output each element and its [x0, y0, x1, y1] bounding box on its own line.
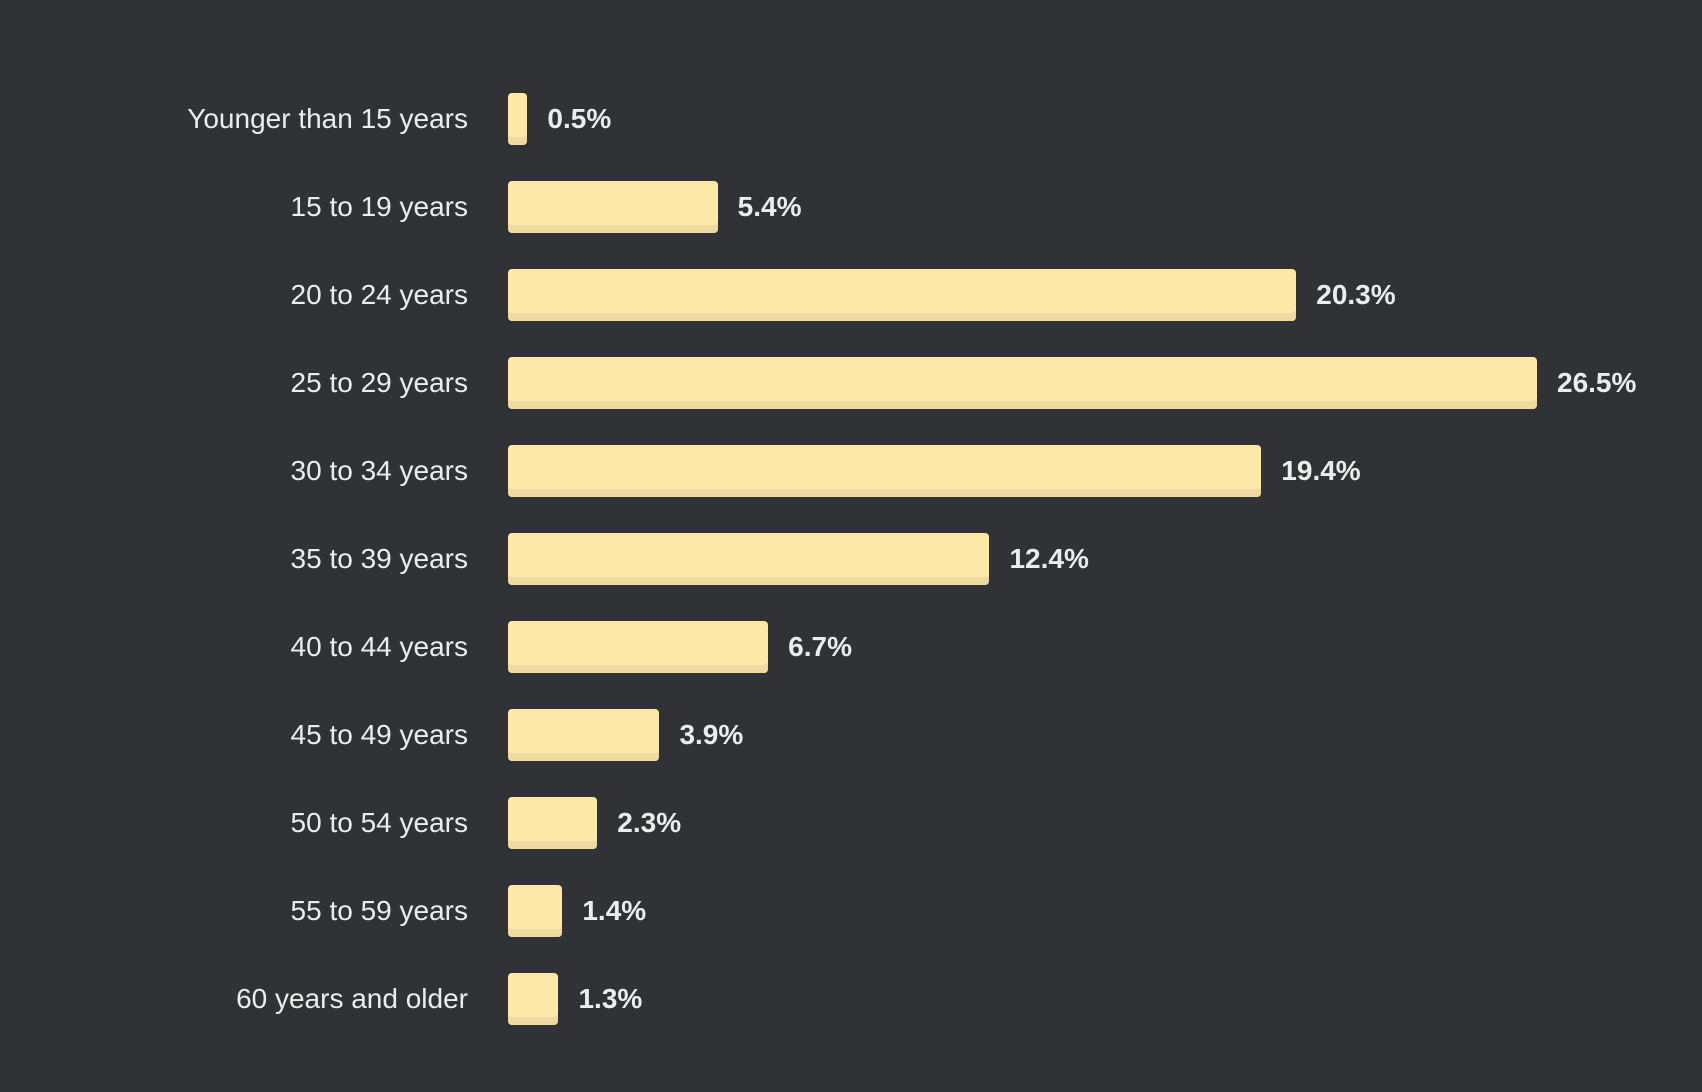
category-label: 40 to 44 years [290, 631, 468, 662]
bar [508, 621, 769, 673]
bar-row: 20 to 24 years 20.3% [0, 269, 1702, 321]
category-label: 60 years and older [236, 983, 468, 1014]
value-label: 12.4% [1009, 543, 1089, 574]
value-label: 20.3% [1316, 279, 1396, 310]
bar-row: 50 to 54 years 2.3% [0, 797, 1702, 849]
bar-row: 60 years and older 1.3% [0, 973, 1702, 1025]
bar-row: Younger than 15 years 0.5% [0, 93, 1702, 145]
bar-row: 55 to 59 years 1.4% [0, 885, 1702, 937]
category-label: 25 to 29 years [290, 367, 468, 398]
category-label: 35 to 39 years [290, 543, 468, 574]
bar [508, 797, 598, 849]
bar-row: 40 to 44 years 6.7% [0, 621, 1702, 673]
value-label: 1.3% [578, 983, 643, 1014]
bar [508, 181, 718, 233]
bar [508, 445, 1262, 497]
value-label: 2.3% [617, 807, 682, 838]
value-label: 19.4% [1281, 455, 1361, 486]
bar [508, 709, 660, 761]
bar [508, 533, 990, 585]
bar [508, 885, 563, 937]
value-label: 26.5% [1557, 367, 1637, 398]
category-label: 55 to 59 years [290, 895, 468, 926]
value-label: 1.4% [582, 895, 647, 926]
bar [508, 973, 559, 1025]
value-label: 6.7% [788, 631, 852, 662]
category-label: 30 to 34 years [290, 455, 468, 486]
bar-row: 30 to 34 years 19.4% [0, 445, 1702, 497]
bar-row: 45 to 49 years 3.9% [0, 709, 1702, 761]
category-label: 15 to 19 years [290, 191, 468, 222]
category-label: 50 to 54 years [290, 807, 468, 838]
bar-row: 25 to 29 years 26.5% [0, 357, 1702, 409]
value-label: 5.4% [737, 191, 802, 222]
bar-row: 35 to 39 years 12.4% [0, 533, 1702, 585]
category-label: 20 to 24 years [290, 279, 468, 310]
bar [508, 269, 1297, 321]
category-label: 45 to 49 years [290, 719, 468, 750]
value-label: 0.5% [547, 103, 612, 134]
bar [508, 93, 528, 145]
bar [508, 357, 1537, 409]
category-label: Younger than 15 years [187, 103, 468, 134]
value-label: 3.9% [679, 719, 744, 750]
bar-row: 15 to 19 years 5.4% [0, 181, 1702, 233]
